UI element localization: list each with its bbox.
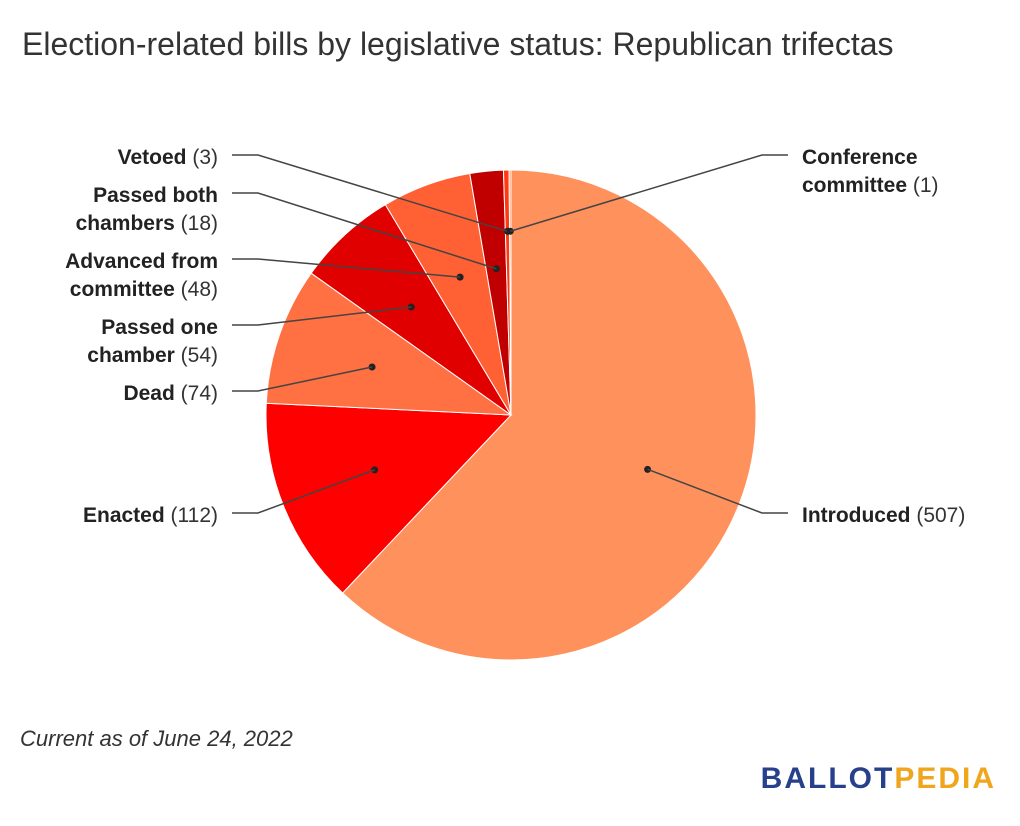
pie-slices (265, 169, 757, 661)
leader-line (232, 306, 412, 326)
slice-label-name: chamber (87, 344, 175, 367)
slice-label-name: committee (802, 174, 907, 197)
slice-label-value: (1) (907, 174, 939, 197)
slice-label-name: Enacted (83, 504, 165, 527)
slice-label-name: Passed one (101, 316, 218, 339)
leader-line (232, 366, 373, 392)
leader-line (232, 154, 508, 233)
slice-label-name: Vetoed (118, 146, 187, 169)
pie-slice-enacted[interactable] (265, 402, 513, 594)
ballotpedia-logo[interactable]: BALLOTPEDIA (761, 762, 996, 796)
slice-label-name: Introduced (802, 504, 911, 527)
slice-label: Passed one chamber (54) (87, 316, 218, 367)
leader-line (232, 192, 497, 270)
slice-label: Dead (74) (123, 382, 218, 405)
slice-labels: Introduced (507) Enacted (112) Dead (74) Pa… (65, 146, 965, 527)
slice-label: Advanced from committee (48) (65, 250, 218, 301)
slice-label-value: (74) (175, 382, 218, 405)
slice-label: Conference committee (1) (802, 146, 939, 197)
slice-label-name: committee (70, 278, 175, 301)
slice-label-name: chambers (76, 212, 175, 235)
leader-line (510, 154, 788, 232)
slice-label: Vetoed (3) (118, 146, 218, 169)
slice-label: Introduced (507) (802, 504, 965, 527)
slice-label-name: Advanced from (65, 250, 218, 273)
slice-label-value: (54) (175, 344, 218, 367)
slice-label: Passed both chambers (18) (76, 184, 218, 235)
leader-line (232, 258, 461, 278)
pie-slice-dead[interactable] (265, 272, 513, 416)
slice-label-name: Dead (123, 382, 174, 405)
slice-label-name: Passed both (93, 184, 218, 207)
slice-label-value: (3) (187, 146, 219, 169)
slice-label-value: (112) (165, 504, 218, 527)
slice-label-value: (48) (175, 278, 218, 301)
logo-part-ballot: BALLOT (760, 762, 895, 795)
footnote: Current as of June 24, 2022 (20, 726, 293, 751)
chart-title: Election-related bills by legislative st… (22, 26, 894, 62)
leader-lines (232, 154, 788, 514)
slice-label-value: (18) (175, 212, 218, 235)
leader-line (232, 469, 375, 514)
pie-slice-introduced[interactable] (341, 169, 757, 661)
leader-line (647, 468, 788, 514)
slice-label-name: Conference (802, 146, 918, 169)
logo-part-pedia: PEDIA (894, 762, 996, 795)
slice-label-value: (507) (911, 504, 966, 527)
slice-label: Enacted (112) (83, 504, 218, 527)
